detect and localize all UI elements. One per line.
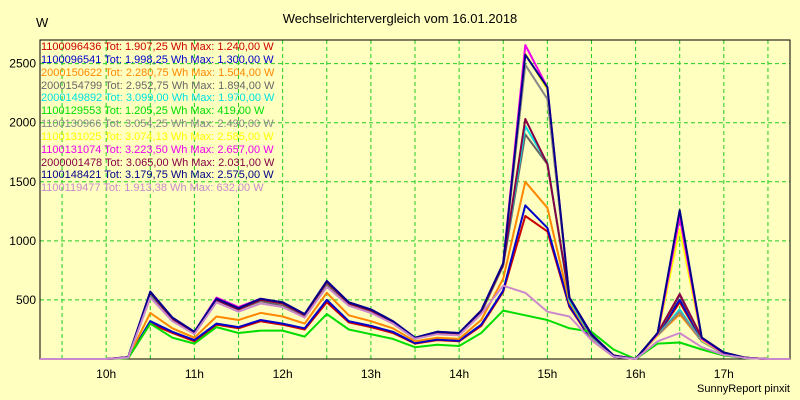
y-tick-labels: 500 1000 1500 2000 2500: [9, 57, 36, 307]
y-tick-label: 500: [16, 293, 36, 307]
x-tick-label: 16h: [626, 367, 646, 381]
y-tick-label: 2000: [9, 116, 36, 130]
plot-frame: [39, 39, 791, 360]
x-tick-label: 10h: [96, 367, 116, 381]
legend-entry-1100131074: 1100131074 Tot: 3.223,50 Wh Max: 2.657,0…: [41, 143, 274, 156]
y-tick-label: 1500: [9, 175, 36, 189]
x-tick-label: 14h: [449, 367, 469, 381]
legend-entry-2000154799: 2000154799 Tot: 2.952,75 Wh Max: 1.894,0…: [41, 79, 275, 92]
legend-entry-1100131025: 1100131025 Tot: 3.074,13 Wh Max: 2.585,0…: [41, 130, 274, 143]
legend-entry-1100119477: 1100119477 Tot: 1.913,38 Wh Max: 632,00 …: [41, 182, 264, 195]
y-tick-label: 1000: [9, 234, 36, 248]
legend-entry-1100096436: 1100096436 Tot: 1.907,25 Wh Max: 1.240,0…: [41, 41, 274, 53]
legend-entry-2000001478: 2000001478 Tot: 3.065,00 Wh Max: 2.031,0…: [41, 156, 275, 169]
x-tick-label: 11h: [185, 367, 204, 381]
x-tick-label: 17h: [714, 367, 734, 381]
credit-label: SunnyReport pinxit: [697, 383, 790, 395]
chart-title: Wechselrichtervergleich vom 16.01.2018: [282, 11, 518, 26]
x-tick-label: 12h: [273, 367, 293, 381]
y-tick-label: 2500: [9, 57, 36, 71]
series-line-1100129553: [40, 309, 790, 360]
x-tick-labels: 10h 11h 12h 13h 14h 15h 16h 17h: [96, 367, 734, 381]
y-axis-unit: W: [36, 15, 49, 30]
legend-entry-2000150622: 2000150622 Tot: 2.280,75 Wh Max: 1.504,0…: [41, 66, 275, 79]
x-tick-label: 15h: [537, 367, 557, 381]
chart-legend: 1100096436 Tot: 1.907,25 Wh Max: 1.240,0…: [41, 41, 274, 195]
x-tick-label: 13h: [361, 367, 381, 381]
series-lines: [40, 44, 790, 360]
legend-entry-2000149892: 2000149892 Tot: 3.099,00 Wh Max: 1.970,0…: [41, 92, 275, 105]
legend-entry-1100096541: 1100096541 Tot: 1.998,25 Wh Max: 1.300,0…: [41, 53, 274, 66]
legend-entry-1100130966: 1100130966 Tot: 3.054,25 Wh Max: 2.490,0…: [41, 118, 274, 131]
legend-entry-1100129553: 1100129553 Tot: 1.205,25 Wh Max: 419,00 …: [41, 105, 265, 118]
legend-entry-1100148421: 1100148421 Tot: 3.179,75 Wh Max: 2.575,0…: [41, 169, 274, 182]
series-line-1100119477: [40, 284, 790, 360]
plot-border: [39, 39, 791, 360]
